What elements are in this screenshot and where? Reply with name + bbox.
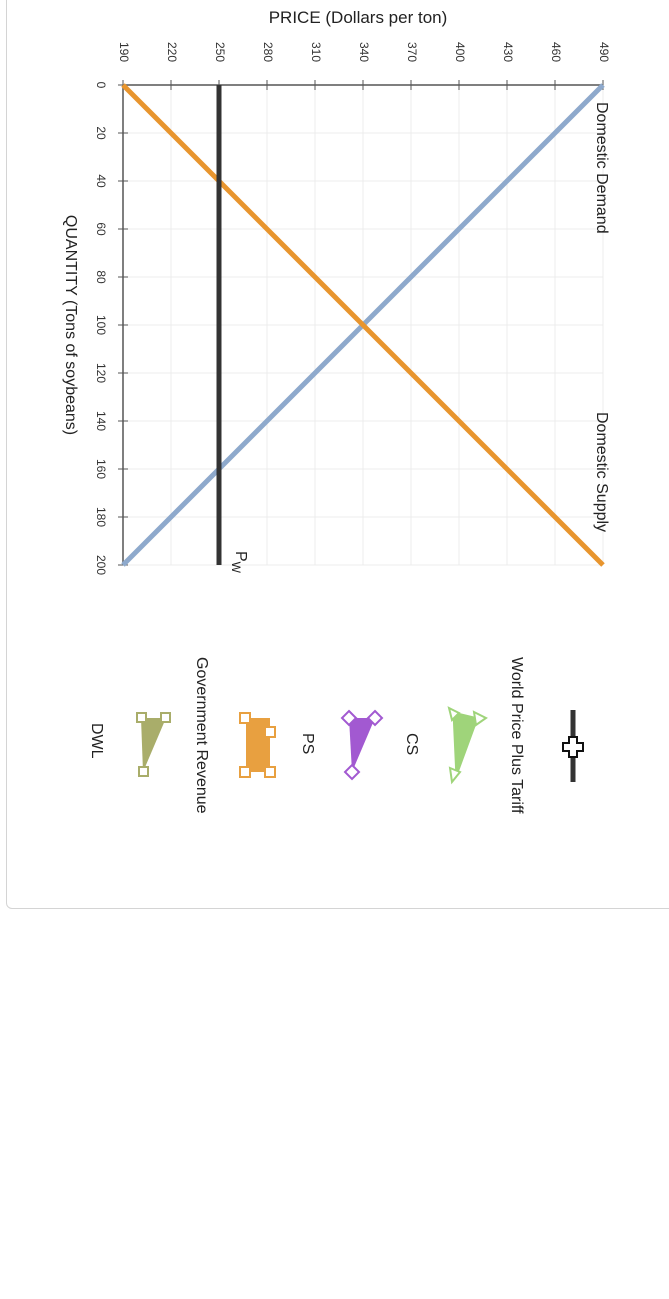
tick-label-price: 460	[549, 42, 563, 62]
y-axis-title: PRICE (Dollars per ton)	[269, 8, 448, 27]
series-label-domestic-demand: Domestic Demand	[593, 102, 610, 234]
series-label-domestic-supply: Domestic Supply	[593, 412, 610, 532]
tick-label-quantity: 120	[94, 363, 108, 383]
legend-item-government-revenue[interactable]: Government Revenue	[193, 657, 276, 814]
legend-item-ps[interactable]: PS	[299, 709, 384, 781]
legend-item-cs[interactable]: CS	[403, 706, 488, 785]
tick-label-price: 400	[453, 42, 467, 62]
green-triangle-icon[interactable]	[447, 706, 488, 785]
tick-label-price: 220	[165, 42, 179, 62]
legend-label: PS	[299, 733, 316, 754]
orange-rectangle-icon[interactable]	[239, 712, 276, 778]
tick-label-price: 280	[261, 42, 275, 62]
tick-label-quantity: 160	[94, 459, 108, 479]
legend-label: CS	[403, 733, 420, 755]
tick-label-quantity: 140	[94, 411, 108, 431]
tick-label-quantity: 40	[94, 174, 108, 188]
axis-and-series-labels: PRICE (Dollars per ton) QUANTITY (Tons o…	[62, 8, 610, 574]
tick-label-price: 310	[309, 42, 323, 62]
domestic-supply-line	[121, 83, 605, 567]
tick-label-quantity: 100	[94, 315, 108, 335]
legend-label: Government Revenue	[193, 657, 210, 814]
tick-labels: 190 220 250 280 310 340 370 400 430 460 490 0 20 40 60…	[94, 42, 611, 575]
chart-panel	[6, 0, 669, 909]
tick-label-price: 250	[213, 42, 227, 62]
tick-label-price: 490	[597, 42, 611, 62]
purple-triangle-icon[interactable]	[340, 709, 384, 781]
pw-subscript: W	[229, 562, 243, 574]
legend: World Price Plus Tariff CS PS	[88, 657, 584, 814]
tick-label-quantity: 200	[94, 555, 108, 575]
tick-label-quantity: 0	[94, 82, 108, 89]
x-axis-title: QUANTITY (Tons of soybeans)	[62, 215, 79, 435]
legend-item-dwl[interactable]: DWL	[88, 712, 171, 777]
tick-label-price: 370	[405, 42, 419, 62]
tick-label-quantity: 20	[94, 126, 108, 140]
tick-label-quantity: 60	[94, 222, 108, 236]
legend-label: World Price Plus Tariff	[508, 657, 525, 814]
tick-label-price: 430	[501, 42, 515, 62]
series-label-pw: PW	[229, 551, 249, 574]
tick-label-quantity: 80	[94, 270, 108, 284]
pw-main: P	[232, 551, 249, 562]
legend-label: DWL	[88, 723, 105, 759]
black-line-plus-icon[interactable]	[562, 710, 584, 782]
tick-label-price: 340	[357, 42, 371, 62]
legend-item-world-price-plus-tariff[interactable]: World Price Plus Tariff	[508, 657, 584, 814]
series-layer	[121, 83, 605, 567]
tick-label-price: 190	[117, 42, 131, 62]
olive-triangle-icon[interactable]	[136, 712, 171, 777]
tick-label-quantity: 180	[94, 507, 108, 527]
